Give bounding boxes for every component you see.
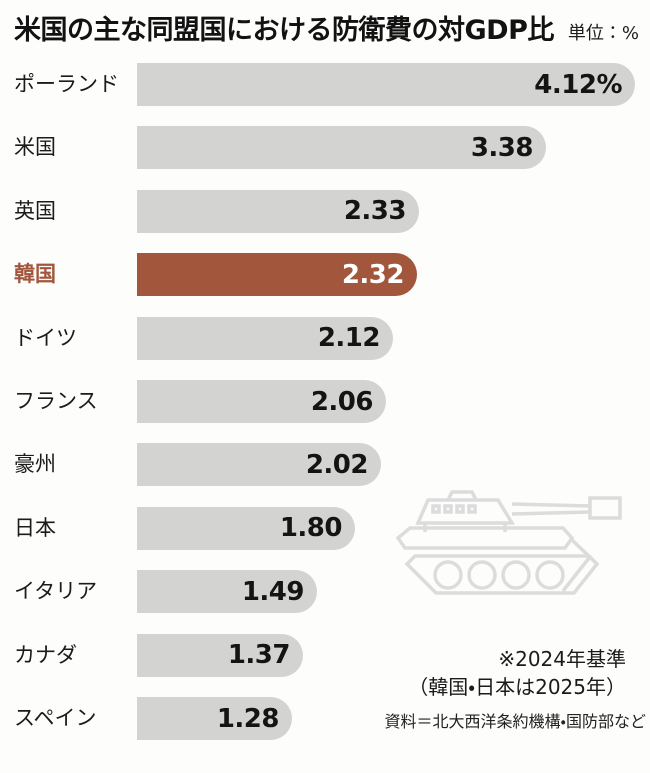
tank-wheels — [433, 560, 565, 590]
chart-row: ドイツ 2.12 — [0, 316, 650, 360]
unit-label: 単位：% — [567, 23, 639, 44]
bar: 2.33 — [137, 189, 419, 233]
category-label: イタリア — [14, 579, 98, 604]
bar: 1.49 — [137, 570, 317, 614]
category-label: 日本 — [14, 515, 56, 540]
page-title: 米国の主な同盟国における防衛費の対GDP比 — [14, 15, 554, 46]
footnote-exception: （韓国・日本は2025年） — [408, 675, 626, 699]
chart-row: カナダ 1.37 — [0, 633, 650, 677]
category-label: ポーランド — [14, 72, 119, 96]
bar: 4.12% — [137, 63, 635, 106]
tank-barrel — [511, 502, 591, 516]
chart-row: ポーランド 4.12% — [0, 63, 650, 106]
chart-row: フランス 2.06 — [0, 380, 650, 423]
bar-value-label: 1.80 — [279, 513, 343, 544]
category-label: 韓国 — [14, 262, 56, 287]
bar: 3.38 — [137, 126, 546, 170]
category-label: 英国 — [14, 198, 56, 223]
bar-value-label: 2.06 — [310, 386, 374, 417]
category-label: 豪州 — [14, 452, 56, 477]
header: 米国の主な同盟国における防衛費の対GDP比 単位：% — [14, 8, 640, 47]
footnote: ※2024年基準 （韓国・日本は2025年） — [408, 645, 626, 701]
bar-value-label: 2.12 — [317, 323, 381, 354]
tank-hatch — [446, 490, 478, 501]
chart-row: 日本 1.80 — [0, 506, 650, 550]
bar: 1.80 — [137, 506, 355, 550]
bar: 2.32 — [137, 253, 417, 297]
chart-row: 韓国 2.32 — [0, 253, 650, 297]
tank-icon — [395, 490, 622, 595]
bar: 2.06 — [137, 380, 386, 423]
category-label: 米国 — [14, 135, 56, 160]
tank-track-slash — [561, 556, 591, 593]
category-label: カナダ — [14, 642, 77, 667]
footnote-basis: ※2024年基準 — [498, 647, 626, 671]
bar-value-label: 1.37 — [227, 640, 291, 671]
bar-value-label: 2.33 — [343, 196, 407, 227]
chart-row: 英国 2.33 — [0, 189, 650, 233]
bar: 2.12 — [137, 316, 393, 360]
bar-value-label: 1.28 — [216, 703, 280, 734]
bar: 2.02 — [137, 443, 381, 487]
category-label: スペイン — [14, 706, 97, 730]
chart-row: 米国 3.38 — [0, 126, 650, 170]
tank-viewports — [431, 504, 477, 514]
chart-row: イタリア 1.49 — [0, 570, 650, 614]
bar: 1.28 — [137, 697, 292, 740]
tank-turret — [415, 498, 516, 525]
category-label: フランス — [14, 389, 98, 413]
tank-tracks — [404, 554, 600, 595]
tank-muzzle — [588, 496, 622, 520]
bar-value-label: 1.49 — [241, 576, 305, 607]
bar-value-label: 3.38 — [470, 132, 534, 163]
bar-value-label: 4.12% — [534, 69, 622, 100]
bar-value-label: 2.02 — [305, 449, 369, 480]
bar-value-label: 2.32 — [341, 259, 405, 290]
chart-row: 豪州 2.02 — [0, 443, 650, 487]
tank-fender — [395, 526, 575, 550]
source-note: 資料＝北大西洋条約機構・国防部など — [384, 712, 646, 731]
category-label: ドイツ — [14, 325, 77, 350]
bar: 1.37 — [137, 633, 303, 677]
chart-row: スペイン 1.28 — [0, 697, 650, 740]
